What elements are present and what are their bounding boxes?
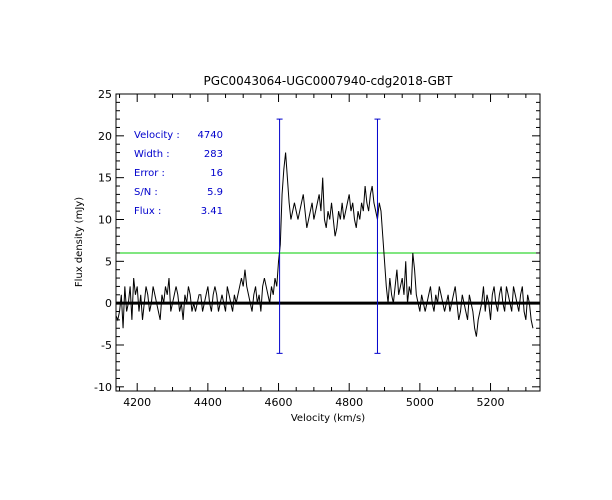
spectrum-series-line	[115, 152, 534, 337]
x-tick-label: 5200	[477, 396, 505, 409]
y-tick-label: 20	[98, 130, 112, 143]
chart-title: PGC0043064-UGC0007940-cdg2018-GBT	[204, 74, 454, 88]
info-label: Width :	[134, 149, 170, 160]
y-tick-label: 10	[98, 213, 112, 226]
y-tick-label: -10	[94, 381, 112, 394]
y-tick-label: 5	[105, 255, 112, 268]
info-label: Velocity :	[134, 130, 180, 141]
info-label: Flux :	[134, 206, 161, 217]
y-tick-label: 0	[105, 297, 112, 310]
x-tick-label: 4600	[265, 396, 293, 409]
info-value: 3.41	[201, 206, 223, 217]
info-value: 5.9	[207, 187, 223, 198]
y-tick-label: 25	[98, 88, 112, 101]
info-value: 4740	[198, 130, 223, 141]
y-tick-label: 15	[98, 172, 112, 185]
info-value: 283	[204, 149, 223, 160]
plot-frame	[115, 93, 541, 392]
x-tick-label: 4400	[194, 396, 222, 409]
y-axis-label: Flux density (mJy)	[74, 197, 85, 287]
spectrum-line-group	[115, 152, 534, 337]
x-axis-label: Velocity (km/s)	[291, 413, 365, 424]
measurement-info-box: Velocity : 4740 Width : 283 Error : 16 S/N : 5.…	[134, 130, 223, 217]
info-label: Error :	[134, 168, 165, 179]
x-tick-label: 4200	[123, 396, 151, 409]
x-tick-label: 4800	[335, 396, 363, 409]
y-axis-ticks: -10 -5 0 5 10 15 20 25	[94, 88, 540, 394]
y-tick-label: -5	[101, 339, 112, 352]
x-tick-label: 5000	[406, 396, 434, 409]
info-label: S/N :	[134, 187, 158, 198]
info-value: 16	[210, 168, 223, 179]
channel-markers	[276, 118, 381, 354]
x-axis-ticks: 4200 4400 4600 4800 5000 5200	[119, 94, 527, 409]
